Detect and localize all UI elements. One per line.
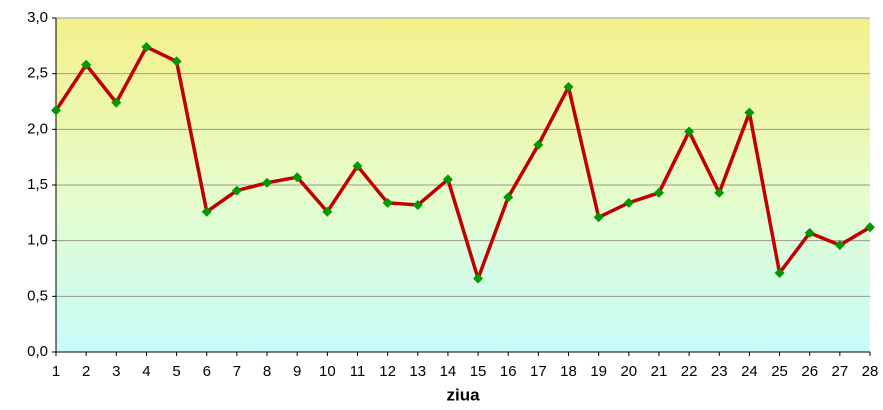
marker bbox=[714, 187, 725, 198]
marker bbox=[81, 59, 92, 70]
marker bbox=[744, 107, 755, 118]
marker bbox=[322, 206, 333, 217]
x-tick-label: 13 bbox=[409, 363, 426, 380]
x-tick-label: 28 bbox=[862, 363, 879, 380]
marker bbox=[593, 212, 604, 223]
x-tick-label: 5 bbox=[172, 363, 180, 380]
x-tick-label: 12 bbox=[379, 363, 396, 380]
x-tick-label: 20 bbox=[620, 363, 637, 380]
x-tick-label: 24 bbox=[741, 363, 758, 380]
x-tick-label: 2 bbox=[82, 363, 90, 380]
x-tick-label: 25 bbox=[771, 363, 788, 380]
marker bbox=[623, 197, 634, 208]
marker bbox=[834, 240, 845, 251]
x-tick-label: 8 bbox=[263, 363, 271, 380]
x-tick-label: 1 bbox=[52, 363, 60, 380]
marker bbox=[352, 161, 363, 172]
marker bbox=[865, 222, 875, 233]
x-tick-label: 17 bbox=[530, 363, 547, 380]
x-tick-label: 26 bbox=[801, 363, 818, 380]
x-tick-label: 22 bbox=[681, 363, 698, 380]
series-line bbox=[54, 45, 871, 281]
marker bbox=[412, 200, 423, 211]
x-tick-label: 16 bbox=[500, 363, 517, 380]
marker bbox=[442, 174, 453, 185]
marker bbox=[171, 56, 182, 67]
x-tick-label: 15 bbox=[470, 363, 487, 380]
marker bbox=[804, 227, 815, 238]
x-tick-label: 11 bbox=[350, 363, 366, 380]
marker bbox=[382, 197, 393, 208]
marker bbox=[111, 97, 122, 108]
x-tick-label: 7 bbox=[233, 363, 241, 380]
marker bbox=[141, 41, 152, 52]
marker bbox=[201, 206, 212, 217]
marker bbox=[262, 177, 273, 188]
y-tick-label: 1,0 bbox=[27, 232, 48, 249]
y-tick-label: 3,0 bbox=[27, 9, 48, 26]
x-tick-label: 18 bbox=[560, 363, 577, 380]
marker bbox=[292, 172, 303, 183]
x-tick-label: 6 bbox=[203, 363, 211, 380]
marker bbox=[503, 192, 514, 203]
marker bbox=[51, 105, 61, 116]
y-tick-label: 0,0 bbox=[27, 343, 48, 360]
x-tick-label: 14 bbox=[440, 363, 457, 380]
y-tick-label: 1,5 bbox=[27, 176, 48, 193]
x-tick-label: 9 bbox=[293, 363, 301, 380]
marker bbox=[684, 126, 695, 137]
marker bbox=[563, 82, 574, 93]
marker bbox=[774, 267, 785, 278]
x-tick-label: 4 bbox=[142, 363, 150, 380]
marker bbox=[473, 273, 484, 284]
x-tick-label: 27 bbox=[832, 363, 849, 380]
marker bbox=[533, 139, 544, 150]
marker bbox=[231, 185, 242, 196]
x-tick-label: 10 bbox=[319, 363, 336, 380]
x-tick-label: 19 bbox=[590, 363, 607, 380]
y-tick-label: 2,5 bbox=[27, 65, 48, 82]
x-axis-label: ziua bbox=[446, 385, 480, 404]
y-tick-label: 0,5 bbox=[27, 287, 48, 304]
y-tick-label: 2,0 bbox=[27, 120, 48, 137]
x-tick-label: 23 bbox=[711, 363, 728, 380]
x-tick-label: 21 bbox=[651, 363, 668, 380]
marker bbox=[653, 187, 664, 198]
x-tick-label: 3 bbox=[112, 363, 120, 380]
